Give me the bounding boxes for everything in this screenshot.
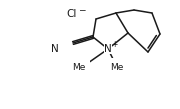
Text: Cl: Cl <box>67 9 77 19</box>
Text: N: N <box>104 44 112 54</box>
Text: −: − <box>78 5 86 14</box>
Text: +: + <box>111 39 117 49</box>
Text: Me: Me <box>110 62 124 72</box>
Text: N: N <box>51 44 59 54</box>
Text: Me: Me <box>72 62 86 72</box>
